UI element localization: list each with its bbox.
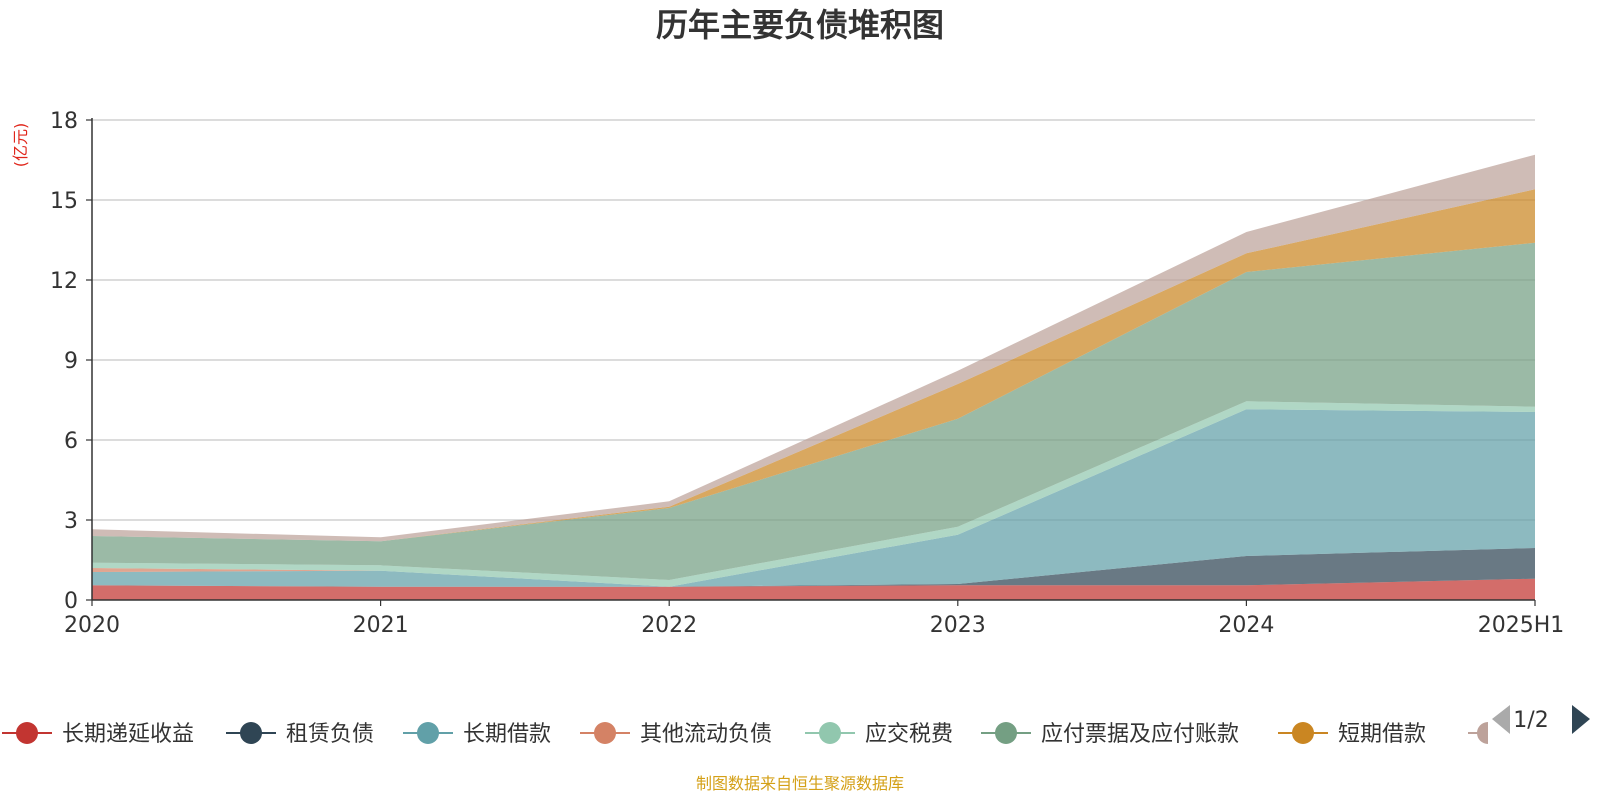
- legend-page-indicator: 1/2: [1513, 708, 1548, 733]
- x-tick-label: 2020: [64, 613, 120, 638]
- legend-pager: 1/2: [1492, 705, 1590, 734]
- y-axis-unit-label: (亿元): [11, 123, 30, 168]
- y-tick-label: 3: [64, 509, 78, 534]
- x-tick-label: 2022: [641, 613, 697, 638]
- legend-marker-circle: [417, 722, 439, 744]
- legend-item-4[interactable]: 应交税费: [805, 722, 953, 747]
- legend-item-1[interactable]: 租赁负债: [226, 722, 374, 747]
- area-series-5: [92, 242, 1535, 580]
- y-tick-label: 9: [64, 349, 78, 374]
- area-series-6: [92, 189, 1535, 542]
- legend-marker-circle: [995, 722, 1017, 744]
- area-series-0: [92, 578, 1535, 600]
- legend-item-0[interactable]: 长期递延收益: [2, 722, 194, 747]
- legend-label: 短期借款: [1338, 722, 1426, 747]
- axes: 0 3 6 9 12 15 18 2020 2021 2022 2023 2024 2025H1: [50, 109, 1564, 638]
- legend-marker-circle: [594, 722, 616, 744]
- legend-item-6[interactable]: 短期借款: [1278, 722, 1426, 747]
- area-series-4: [92, 401, 1535, 587]
- x-tick-label: 2021: [353, 613, 409, 638]
- y-tick-label: 12: [50, 269, 78, 294]
- series-areas: [92, 154, 1535, 600]
- source-note: 制图数据来自恒生聚源数据库: [696, 774, 904, 793]
- y-tick-label: 15: [50, 189, 78, 214]
- legend-label: 长期借款: [463, 722, 551, 747]
- area-series-1: [92, 548, 1535, 587]
- y-tick-label: 18: [50, 109, 78, 134]
- legend-marker-circle: [1477, 722, 1488, 744]
- legend-label: 应付票据及应付账款: [1041, 722, 1239, 747]
- legend: 长期递延收益 租赁负债 长期借款 其他流动负债 应交税费 应付票据及应付账款 短期借款: [2, 722, 1488, 747]
- legend-label: 租赁负债: [286, 722, 374, 747]
- legend-item-5[interactable]: 应付票据及应付账款: [981, 722, 1239, 747]
- legend-label: 应交税费: [865, 722, 953, 747]
- x-tick-label: 2025H1: [1478, 613, 1565, 638]
- legend-marker-circle: [16, 722, 38, 744]
- y-tick-label: 6: [64, 429, 78, 454]
- legend-item-3[interactable]: 其他流动负债: [580, 722, 772, 747]
- legend-item-2[interactable]: 长期借款: [403, 722, 551, 747]
- x-tick-label: 2024: [1218, 613, 1274, 638]
- legend-label: 长期递延收益: [62, 722, 194, 747]
- x-tick-label: 2023: [930, 613, 986, 638]
- legend-marker-circle: [819, 722, 841, 744]
- legend-marker-circle: [240, 722, 262, 744]
- legend-next-icon[interactable]: [1572, 705, 1590, 734]
- chart-title: 历年主要负债堆积图: [656, 6, 944, 44]
- area-series-2: [92, 409, 1535, 587]
- area-series-7: [92, 154, 1535, 542]
- legend-item-7[interactable]: [1468, 722, 1488, 744]
- legend-marker-circle: [1292, 722, 1314, 744]
- legend-label: 其他流动负债: [640, 722, 772, 747]
- legend-prev-icon[interactable]: [1492, 705, 1510, 734]
- y-tick-label: 0: [64, 589, 78, 614]
